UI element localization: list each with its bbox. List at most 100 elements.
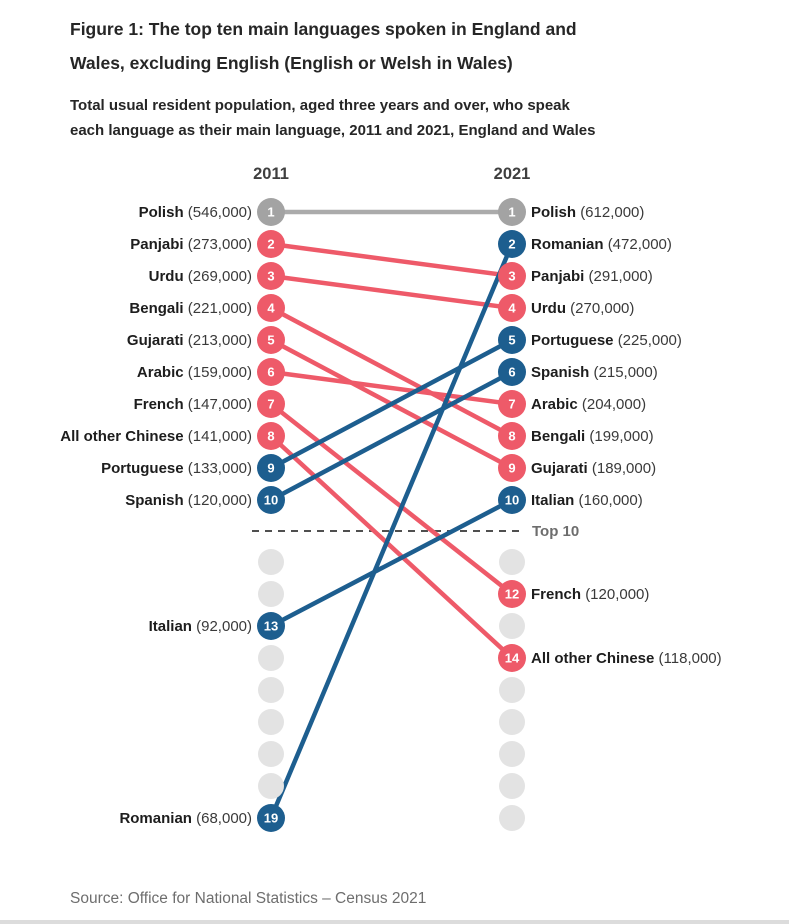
- label-2011-panjabi: Panjabi (273,000): [130, 236, 252, 253]
- placeholder-2011-rank-14: [258, 645, 284, 671]
- figure-title: Figure 1: The top ten main languages spo…: [70, 12, 710, 80]
- label-2011-arabic: Arabic (159,000): [137, 364, 252, 381]
- language-value: (189,000): [592, 460, 656, 477]
- placeholder-2011-rank-12: [258, 581, 284, 607]
- language-name: Gujarati: [127, 332, 188, 349]
- rank-number-2021-french: 12: [505, 587, 519, 602]
- rank-circle-2021-spanish: [498, 358, 526, 386]
- rank-number-2021-romanian: 2: [508, 237, 515, 252]
- column-header-2011: 2011: [253, 165, 289, 183]
- placeholder-2011-rank-11: [258, 549, 284, 575]
- language-value: (546,000): [188, 204, 252, 221]
- language-name: Panjabi: [130, 236, 188, 253]
- language-name: Italian: [531, 492, 579, 509]
- label-2011-gujarati: Gujarati (213,000): [127, 332, 252, 349]
- trend-line-spanish: [269, 370, 514, 502]
- rank-circle-2011-bengali: [257, 294, 285, 322]
- trend-line-italian: [269, 498, 514, 628]
- rank-number-2011-urdu: 3: [267, 269, 274, 284]
- rank-circle-2021-panjabi: [498, 262, 526, 290]
- rank-number-2021-arabic: 7: [508, 397, 515, 412]
- language-name: All other Chinese: [60, 428, 188, 445]
- language-value: (273,000): [188, 236, 252, 253]
- language-value: (225,000): [618, 332, 682, 349]
- language-name: Bengali: [129, 300, 187, 317]
- language-name: Romanian: [119, 810, 196, 827]
- language-value: (204,000): [582, 396, 646, 413]
- placeholder-2021-rank-16: [499, 709, 525, 735]
- language-value: (213,000): [188, 332, 252, 349]
- language-value: (68,000): [196, 810, 252, 827]
- rank-number-2011-arabic: 6: [267, 365, 274, 380]
- rank-circle-2021-french: [498, 580, 526, 608]
- placeholder-2021-rank-11: [499, 549, 525, 575]
- label-2021-all-other-chinese: All other Chinese (118,000): [531, 650, 722, 667]
- language-value: (199,000): [589, 428, 653, 445]
- trend-line-portuguese: [269, 338, 514, 470]
- label-2011-polish: Polish (546,000): [139, 204, 252, 221]
- source-caption: Source: Office for National Statistics –…: [70, 890, 427, 907]
- rank-number-2011-romanian: 19: [264, 811, 278, 826]
- bottom-divider-bar: [0, 920, 789, 924]
- language-name: Portuguese: [531, 332, 618, 349]
- language-name: Arabic: [531, 396, 582, 413]
- label-2021-urdu: Urdu (270,000): [531, 300, 634, 317]
- language-value: (215,000): [594, 364, 658, 381]
- rank-circle-2011-italian: [257, 612, 285, 640]
- rank-circle-2021-bengali: [498, 422, 526, 450]
- rank-number-2011-panjabi: 2: [267, 237, 274, 252]
- rank-number-2021-urdu: 4: [508, 301, 516, 316]
- placeholder-2011-rank-15: [258, 677, 284, 703]
- figure-title-line-1: Figure 1: The top ten main languages spo…: [70, 19, 577, 39]
- language-value: (291,000): [589, 268, 653, 285]
- rank-circle-2011-arabic: [257, 358, 285, 386]
- language-value: (270,000): [570, 300, 634, 317]
- language-value: (221,000): [188, 300, 252, 317]
- placeholder-2021-rank-18: [499, 773, 525, 799]
- top10-divider-label: Top 10: [532, 523, 579, 540]
- trend-line-bengali: [269, 306, 514, 438]
- rank-number-2011-all-other-chinese: 8: [267, 429, 274, 444]
- rank-circle-2011-spanish: [257, 486, 285, 514]
- rank-circle-2011-gujarati: [257, 326, 285, 354]
- label-2021-french: French (120,000): [531, 586, 649, 603]
- rank-number-2021-spanish: 6: [508, 365, 515, 380]
- rank-number-2011-french: 7: [267, 397, 274, 412]
- language-name: Portuguese: [101, 460, 188, 477]
- language-value: (118,000): [659, 650, 722, 667]
- label-2021-polish: Polish (612,000): [531, 204, 644, 221]
- language-name: All other Chinese: [531, 650, 659, 667]
- label-2021-italian: Italian (160,000): [531, 492, 643, 509]
- column-header-2021: 2021: [493, 165, 531, 183]
- trend-line-french: [269, 402, 514, 596]
- language-value: (160,000): [579, 492, 643, 509]
- rank-circle-2011-panjabi: [257, 230, 285, 258]
- language-name: Gujarati: [531, 460, 592, 477]
- language-name: Polish: [531, 204, 580, 221]
- rank-number-2011-italian: 13: [264, 619, 278, 634]
- placeholder-2021-rank-13: [499, 613, 525, 639]
- rank-circle-2011-french: [257, 390, 285, 418]
- label-2011-all-other-chinese: All other Chinese (141,000): [60, 428, 252, 445]
- language-name: French: [531, 586, 585, 603]
- label-2011-portuguese: Portuguese (133,000): [101, 460, 252, 477]
- label-2011-urdu: Urdu (269,000): [149, 268, 252, 285]
- label-2021-romanian: Romanian (472,000): [531, 236, 672, 253]
- placeholder-2011-rank-16: [258, 709, 284, 735]
- label-2011-bengali: Bengali (221,000): [129, 300, 252, 317]
- language-name: Italian: [149, 618, 197, 635]
- rank-circle-2021-polish: [498, 198, 526, 226]
- placeholder-2021-rank-17: [499, 741, 525, 767]
- rank-circle-2011-polish: [257, 198, 285, 226]
- label-2021-gujarati: Gujarati (189,000): [531, 460, 656, 477]
- language-name: Polish: [139, 204, 188, 221]
- rank-number-2021-portuguese: 5: [508, 333, 515, 348]
- placeholder-2021-rank-15: [499, 677, 525, 703]
- rank-circle-2021-urdu: [498, 294, 526, 322]
- placeholder-2011-rank-18: [258, 773, 284, 799]
- label-2011-italian: Italian (92,000): [149, 618, 252, 635]
- rank-circle-2011-urdu: [257, 262, 285, 290]
- label-2011-french: French (147,000): [134, 396, 252, 413]
- rank-number-2011-portuguese: 9: [267, 461, 274, 476]
